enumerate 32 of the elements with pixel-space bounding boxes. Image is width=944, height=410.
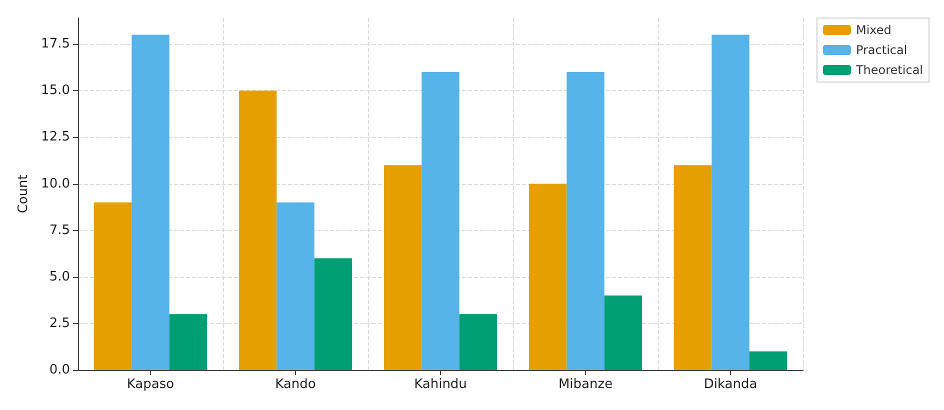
bar: [276, 202, 314, 370]
y-axis-title: Count: [16, 174, 32, 214]
bar: [566, 72, 604, 370]
y-tick-label: 7.5: [49, 222, 70, 238]
bar: [674, 165, 712, 370]
legend-label: Mixed: [856, 23, 892, 37]
bar: [422, 72, 460, 370]
y-tick-label: 12.5: [41, 130, 70, 145]
x-tick-label: Kando: [275, 377, 316, 392]
y-tick-label: 15.0: [41, 83, 70, 98]
y-tick-label: 17.5: [41, 36, 70, 52]
bar: [528, 184, 567, 370]
legend-label: Theoretical: [854, 63, 924, 77]
legend-label: Practical: [856, 43, 908, 57]
bar: [712, 34, 750, 370]
bar: [94, 202, 132, 370]
bar: [314, 258, 352, 370]
x-tick-label: Mibanze: [558, 377, 613, 392]
y-tick-label: 5.0: [49, 269, 70, 284]
bar: [749, 351, 788, 370]
x-tick-label: Kahindu: [414, 377, 467, 392]
bar: [459, 314, 498, 370]
bar: [169, 314, 208, 370]
y-tick-label: 10.0: [41, 176, 70, 192]
x-tick-label: Dikanda: [704, 377, 758, 392]
y-tick-label: 2.5: [49, 316, 70, 331]
bar: [238, 90, 277, 370]
bar: [132, 34, 170, 370]
y-tick-label: 0.0: [49, 362, 70, 378]
bar: [604, 296, 642, 370]
bar: [384, 165, 422, 370]
x-tick-label: Kapaso: [126, 377, 174, 392]
